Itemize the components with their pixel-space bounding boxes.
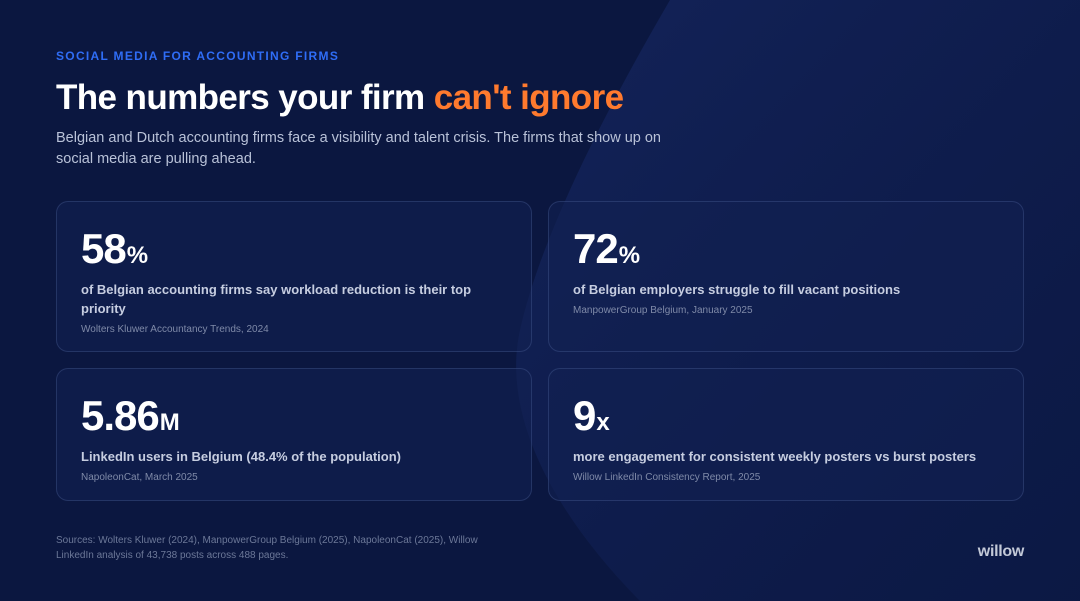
stat-source: ManpowerGroup Belgium, January 2025 bbox=[573, 305, 753, 316]
stat-source: NapoleonCat, March 2025 bbox=[81, 472, 198, 483]
stat-value: 72 bbox=[573, 225, 619, 272]
page-subtitle: Belgian and Dutch accounting firms face … bbox=[56, 130, 661, 167]
stat-description: LinkedIn users in Belgium (48.4% of the … bbox=[81, 449, 401, 464]
stat-unit: M bbox=[159, 409, 180, 436]
stat-card-linkedin-users: 5.86 M LinkedIn users in Belgium (48.4% o… bbox=[56, 368, 532, 501]
stat-description: more engagement for consistent weekly po… bbox=[573, 449, 977, 464]
sources-footnote: Sources: Wolters Kluwer (2024), Manpower… bbox=[56, 535, 478, 561]
stat-figure: 5.86 M bbox=[81, 393, 507, 439]
page-title: The numbers your firm can't ignore bbox=[56, 78, 624, 118]
stat-description: of Belgian employers struggle to fill va… bbox=[573, 282, 901, 297]
stat-source: Willow LinkedIn Consistency Report, 2025 bbox=[573, 472, 761, 483]
stat-value: 5.86 bbox=[81, 392, 160, 439]
stat-card-vacancies: 72% of Belgian employers struggle to fil… bbox=[548, 201, 1024, 352]
stat-value: 9 bbox=[573, 392, 596, 439]
stat-source: Wolters Kluwer Accountancy Trends, 2024 bbox=[81, 324, 269, 335]
stat-value: 58 bbox=[81, 225, 127, 272]
stat-unit: x bbox=[596, 409, 610, 436]
stat-description: of Belgian accounting firms say workload… bbox=[81, 282, 472, 316]
eyebrow-label: SOCIAL MEDIA FOR ACCOUNTING FIRMS bbox=[56, 49, 340, 63]
stat-figure: 72% bbox=[573, 226, 999, 272]
title-main: The numbers your firm bbox=[56, 78, 434, 117]
stat-unit: % bbox=[618, 242, 641, 269]
stat-figure: 58% bbox=[81, 226, 507, 272]
title-accent: can't ignore bbox=[433, 78, 624, 117]
willow-logo: willow bbox=[977, 543, 1025, 560]
stat-card-workload: 58% of Belgian accounting firms say work… bbox=[56, 201, 532, 352]
stat-unit: % bbox=[126, 242, 149, 269]
